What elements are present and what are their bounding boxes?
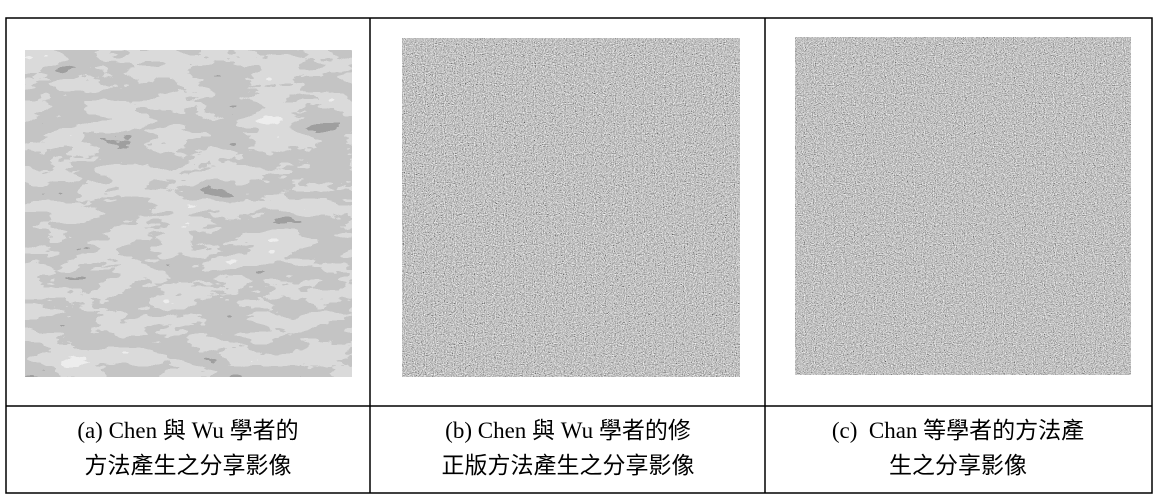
caption-line: (a) Chen 與 Wu 學者的 [77, 418, 298, 443]
caption-line: 生之分享影像 [889, 453, 1027, 478]
share-image-a [25, 50, 352, 377]
caption-line: (c) Chan 等學者的方法產 [832, 418, 1084, 443]
caption-line: 方法產生之分享影像 [85, 453, 292, 478]
share-image-b [402, 38, 740, 377]
page: (a) Chen 與 Wu 學者的 方法產生之分享影像 (b) Chen 與 W… [0, 0, 1156, 495]
share-image-c [795, 37, 1131, 375]
caption-line: (b) Chen 與 Wu 學者的修 [445, 418, 691, 443]
caption-line: 正版方法產生之分享影像 [442, 453, 695, 478]
